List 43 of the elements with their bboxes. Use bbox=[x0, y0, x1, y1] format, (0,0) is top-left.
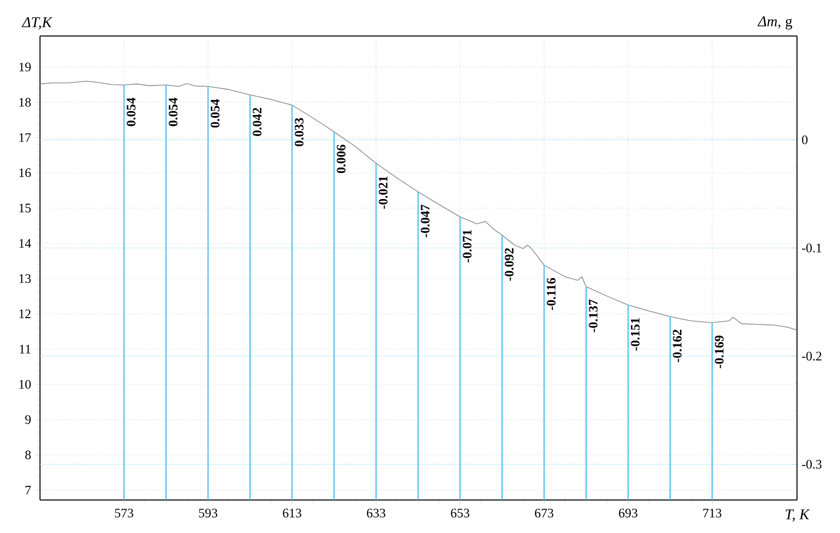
annotation: -0.047 bbox=[420, 204, 430, 238]
annotation: 0.054 bbox=[126, 98, 136, 126]
y-tick-label: 15 bbox=[19, 204, 31, 212]
y-tick-label: 8 bbox=[25, 450, 31, 460]
annotation: -0.071 bbox=[462, 230, 472, 262]
y2-axis-title: Δm, g bbox=[757, 16, 792, 30]
annotation: 0.006 bbox=[336, 144, 346, 174]
annotation: -0.162 bbox=[672, 330, 682, 362]
x-tick-label: 713 bbox=[703, 508, 722, 518]
y-tick-label: 11 bbox=[20, 344, 30, 354]
annotation: -0.137 bbox=[588, 300, 598, 332]
y-tick-label: 17 bbox=[19, 133, 31, 142]
y-tick-label: 7 bbox=[26, 486, 31, 494]
x-tick-label: 673 bbox=[534, 508, 554, 518]
y-tick-label: 9 bbox=[25, 415, 31, 424]
x-tick-label: 613 bbox=[282, 508, 302, 518]
x-axis-title: T, K bbox=[786, 510, 810, 522]
x-tick-label: 593 bbox=[199, 508, 218, 518]
y-tick-label: 18 bbox=[19, 98, 31, 107]
annotation: 0.033 bbox=[294, 118, 304, 146]
x-tick-label: 653 bbox=[450, 508, 470, 518]
y-tick-label: 12 bbox=[19, 310, 31, 318]
annotation: -0.116 bbox=[546, 278, 556, 310]
annotation: 0.042 bbox=[252, 108, 262, 136]
annotation: 0.054 bbox=[210, 99, 220, 128]
y2-tick-label: -0.3 bbox=[802, 460, 822, 469]
annotation: -0.021 bbox=[378, 176, 388, 209]
y2-tick-label: -0.1 bbox=[802, 244, 822, 252]
y-tick-label: 14 bbox=[19, 239, 32, 248]
y-tick-label: 16 bbox=[19, 168, 31, 178]
annotation: 0.054 bbox=[168, 98, 178, 126]
y2-tick-label: 0 bbox=[802, 135, 808, 144]
y-tick-label: 19 bbox=[19, 62, 31, 72]
x-tick-label: 693 bbox=[618, 508, 638, 518]
y-tick-label: 10 bbox=[19, 380, 31, 389]
annotation: -0.169 bbox=[714, 336, 724, 368]
y2-tick-label: -0.2 bbox=[802, 352, 822, 361]
y-axis-title: ΔT,K bbox=[22, 17, 52, 30]
annotation: -0.151 bbox=[630, 318, 640, 351]
x-tick-label: 633 bbox=[366, 508, 386, 518]
x-tick-label: 573 bbox=[115, 508, 134, 518]
annotation: -0.092 bbox=[504, 248, 514, 281]
y-tick-label: 13 bbox=[19, 274, 31, 283]
